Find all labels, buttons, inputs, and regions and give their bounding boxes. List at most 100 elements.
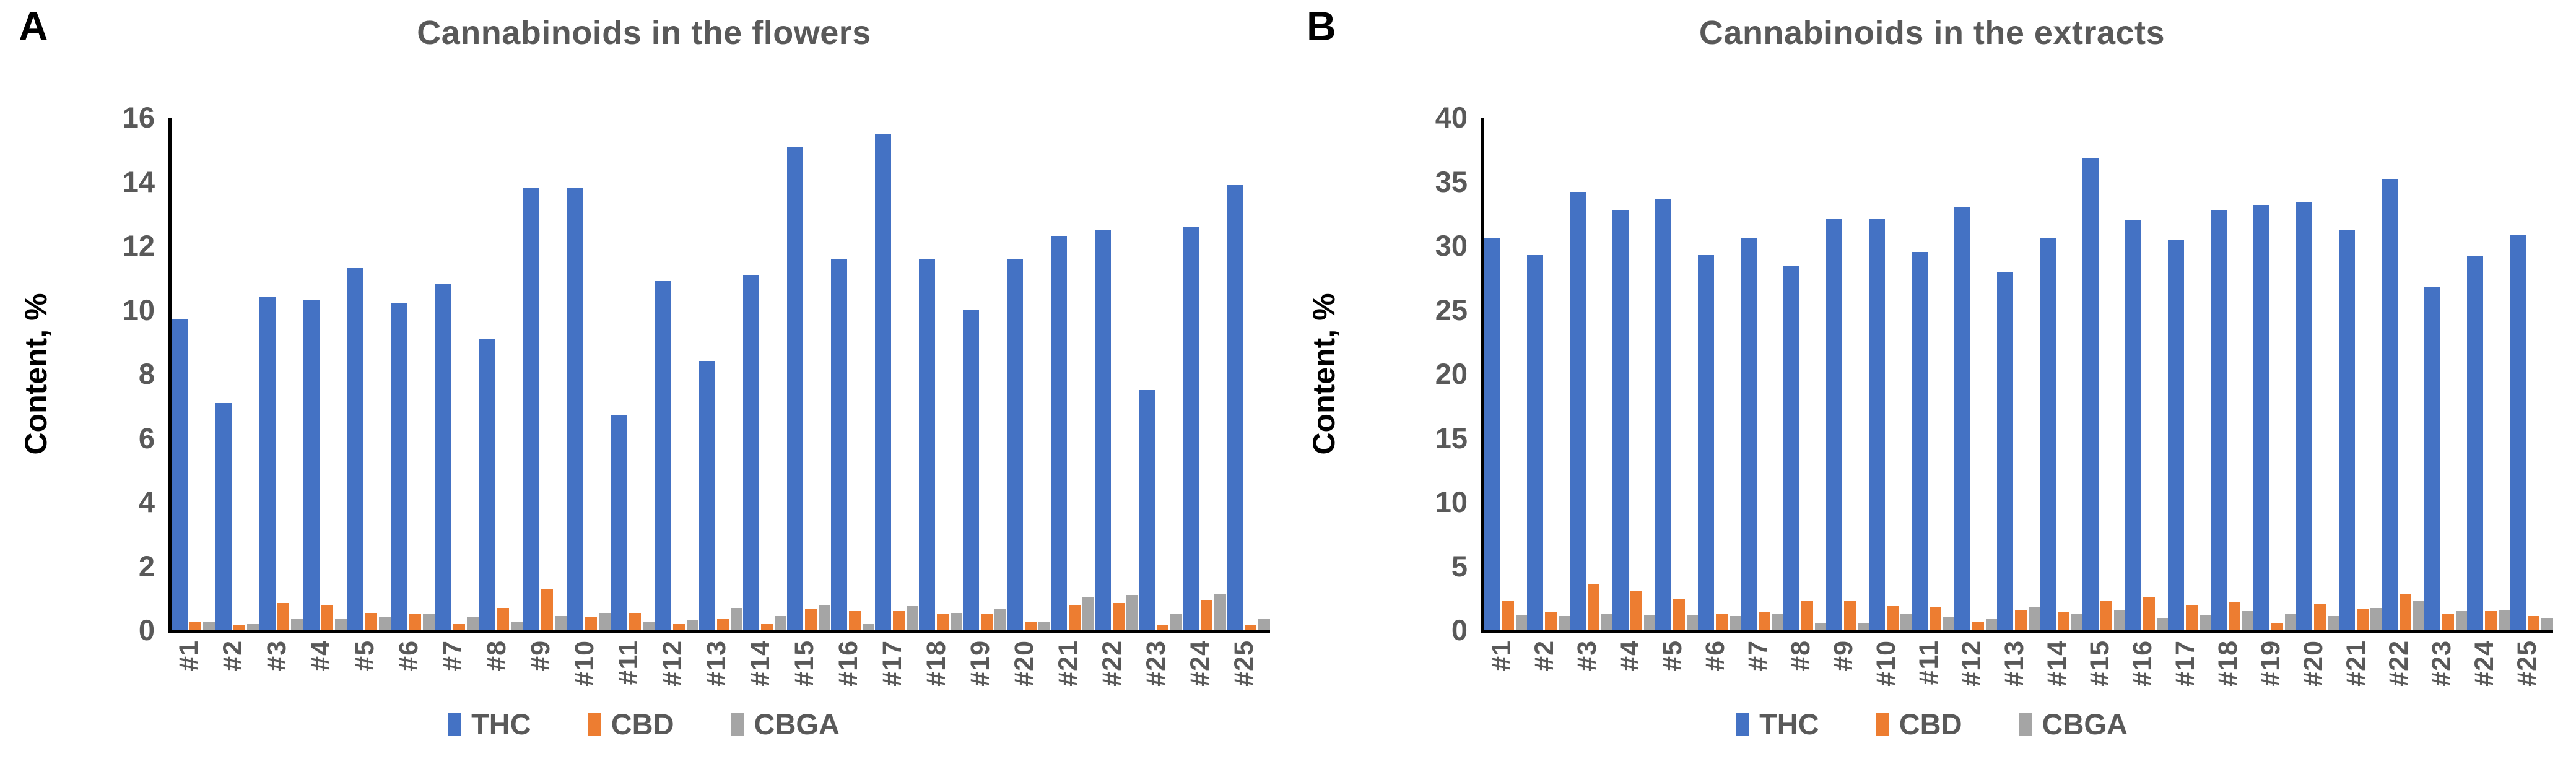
x-tick-label: #24 — [1185, 640, 1215, 687]
cbga-bar — [1643, 615, 1656, 630]
cbd-bar — [2100, 601, 2113, 630]
cbd-bar — [2015, 609, 2027, 630]
thc-bar — [874, 133, 891, 630]
cbga-bar — [731, 607, 742, 630]
x-tick-label: #2 — [218, 640, 248, 671]
thc-bar — [1182, 226, 1199, 630]
x-tick-label: #25 — [1229, 640, 1259, 687]
x-tick-label: #3 — [1572, 640, 1602, 671]
legend: THC CBD CBGA — [1288, 707, 2576, 741]
thc-bar — [786, 146, 803, 630]
x-tick-label: #17 — [877, 640, 907, 687]
x-tick-label: #22 — [1097, 640, 1127, 687]
y-tick-label: 10 — [1435, 485, 1468, 518]
chart-title-extracts: Cannabinoids in the extracts — [1699, 14, 2165, 51]
y-tick-label: 10 — [122, 293, 155, 326]
cbd-bar — [717, 619, 729, 630]
cbga-bar — [687, 620, 699, 630]
x-tick-label: #17 — [2170, 640, 2201, 687]
thc-bar — [2168, 239, 2185, 630]
cbd-bar — [1112, 603, 1125, 630]
cbd-bar — [541, 588, 554, 630]
thc-bar — [567, 188, 584, 630]
x-tick-label: #8 — [1785, 640, 1816, 671]
cbga-bar — [994, 609, 1006, 630]
x-tick-label: #5 — [1657, 640, 1687, 671]
cbd-bar — [1024, 622, 1037, 630]
cbga-bar — [2071, 614, 2084, 630]
cbd-bar — [1673, 599, 1685, 630]
cbga-bar — [291, 619, 303, 630]
plot-area — [1481, 118, 2554, 633]
x-tick-label: #15 — [789, 640, 819, 687]
cbd-bar — [848, 610, 861, 630]
y-tick-label: 5 — [1451, 549, 1468, 583]
cbd-bar — [1244, 625, 1256, 630]
cbga-bar — [2328, 616, 2340, 630]
cbd-bar — [2357, 608, 2369, 630]
cbd-bar — [2442, 614, 2455, 630]
cbd-bar — [673, 623, 685, 630]
y-axis-label: Content, % — [19, 293, 53, 455]
y-tick-label: 6 — [138, 421, 155, 454]
cbga-bar — [511, 622, 523, 630]
thc-bar — [1612, 210, 1629, 630]
cbga-bar — [1170, 614, 1182, 630]
x-tick-label: #21 — [1053, 640, 1083, 687]
x-tick-label: #5 — [350, 640, 380, 671]
cbga-bar — [1558, 616, 1570, 630]
cbga-bar — [950, 612, 962, 630]
x-tick-label: #10 — [570, 640, 600, 687]
x-tick-label: #10 — [1871, 640, 1901, 687]
x-tick-label: #13 — [1999, 640, 2029, 687]
cbga-bar — [1038, 622, 1050, 630]
x-tick-label: #16 — [833, 640, 863, 687]
cbga-bar — [2029, 607, 2040, 630]
cbd-bar — [2143, 597, 2156, 630]
thc-bar — [1697, 254, 1714, 630]
x-tick-label: #21 — [2341, 640, 2372, 687]
cbga-bar — [1900, 614, 1912, 630]
thc-bar — [2510, 235, 2526, 630]
x-tick-label: #23 — [2427, 640, 2457, 687]
cbga-bar — [555, 615, 567, 630]
legend-label: THC — [471, 708, 531, 740]
x-tick-label: #15 — [2085, 640, 2115, 687]
cbga-bar — [2114, 609, 2126, 630]
cbd-bar — [2314, 603, 2326, 630]
legend-label: CBD — [611, 708, 674, 740]
thc-bar — [1954, 207, 1970, 630]
x-tick-label: #12 — [658, 640, 688, 687]
cbd-bar — [804, 609, 817, 630]
cbga-swatch-icon — [2019, 713, 2032, 736]
x-tick-label: #11 — [614, 640, 644, 685]
cbga-bar — [1126, 595, 1138, 630]
thc-bar — [1740, 238, 1757, 630]
legend-item-cbga: CBGA — [2019, 707, 2128, 741]
x-tick-label: #14 — [2042, 640, 2073, 687]
cbga-bar — [2200, 615, 2212, 630]
x-tick-label: #12 — [1956, 640, 1986, 687]
x-tick-label: #20 — [2299, 640, 2329, 687]
thc-bar — [2424, 287, 2441, 630]
thc-bar — [830, 258, 847, 630]
cbd-bar — [1156, 625, 1168, 630]
thc-bar — [2125, 220, 2142, 630]
x-tick-label: #24 — [2469, 640, 2500, 687]
thc-bar — [479, 339, 496, 630]
x-tick-label: #4 — [306, 640, 336, 671]
thc-bar — [655, 280, 672, 630]
y-tick-label: 4 — [138, 485, 155, 518]
cbga-bar — [423, 614, 435, 630]
thc-bar — [2296, 202, 2313, 630]
y-tick-label: 0 — [1451, 614, 1468, 646]
legend-item-thc: THC — [448, 707, 531, 741]
cbd-bar — [409, 614, 422, 630]
legend-label: CBGA — [754, 708, 840, 740]
thc-bar — [1569, 192, 1586, 630]
cbd-bar — [1068, 604, 1081, 630]
thc-bar — [1050, 236, 1067, 630]
y-axis-label: Content, % — [1307, 293, 1341, 455]
thc-swatch-icon — [448, 713, 462, 736]
thc-bar — [699, 361, 715, 630]
